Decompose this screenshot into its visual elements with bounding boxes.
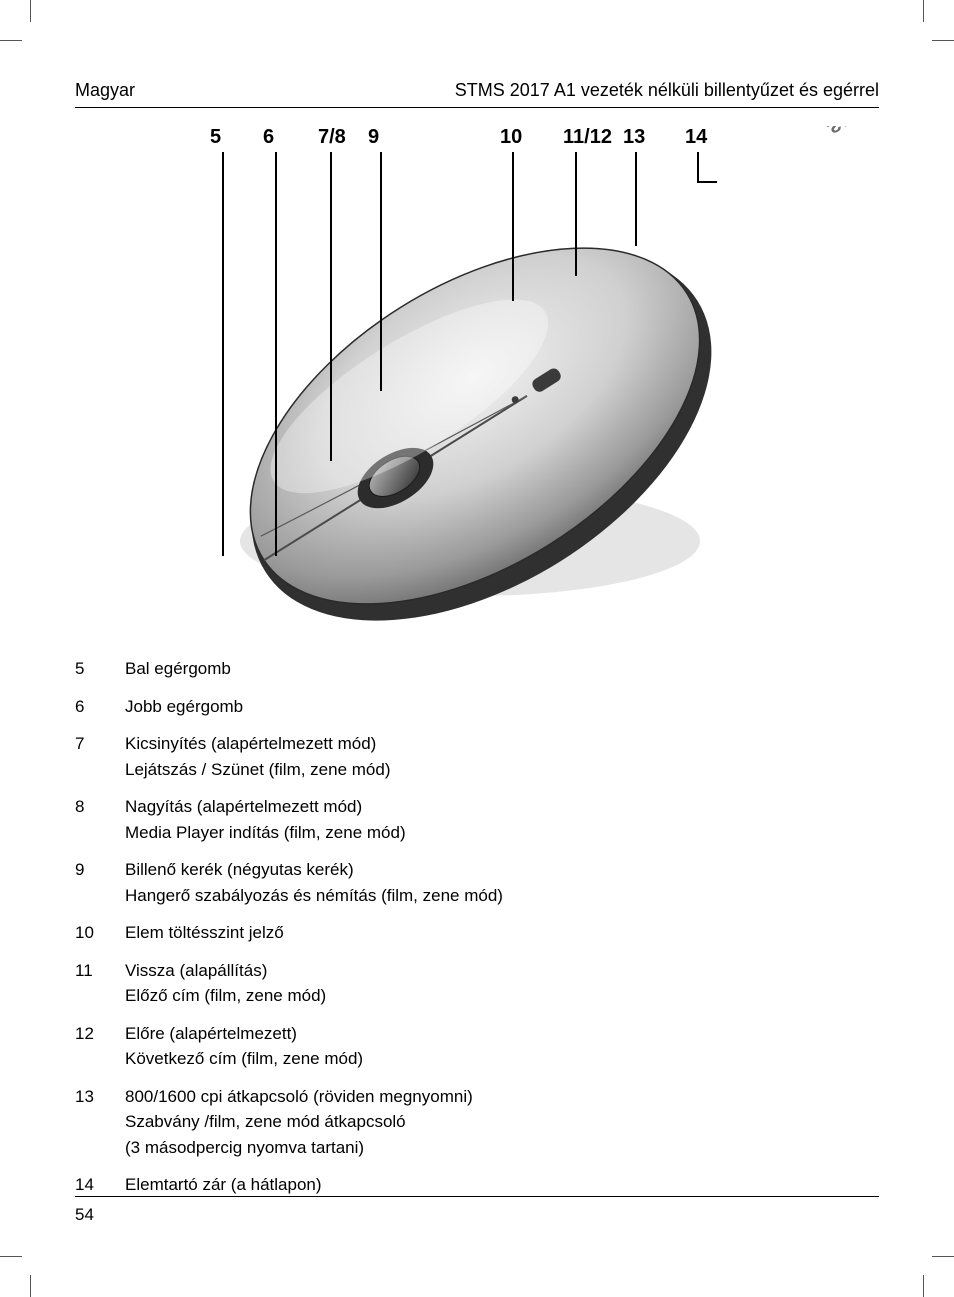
callout-label: 5 (210, 126, 221, 149)
callout-label: 7/8 (318, 126, 346, 149)
legend-line: Billenő kerék (négyutas kerék) (125, 857, 879, 883)
legend-row: 5Bal egérgomb (75, 656, 879, 682)
legend-list: 5Bal egérgomb6Jobb egérgomb7Kicsinyítés … (75, 656, 879, 1198)
legend-line: Jobb egérgomb (125, 694, 879, 720)
legend-row: 7Kicsinyítés (alapértelmezett mód)Lejáts… (75, 731, 879, 782)
legend-text: Billenő kerék (négyutas kerék)Hangerő sz… (125, 857, 879, 908)
legend-line: Előző cím (film, zene mód) (125, 983, 879, 1009)
mouse-illustration: SILVERCREST (75, 126, 879, 626)
legend-number: 14 (75, 1172, 125, 1198)
legend-row: 9Billenő kerék (négyutas kerék)Hangerő s… (75, 857, 879, 908)
legend-line: Nagyítás (alapértelmezett mód) (125, 794, 879, 820)
legend-row: 10Elem töltésszint jelző (75, 920, 879, 946)
legend-line: Hangerő szabályozás és némítás (film, ze… (125, 883, 879, 909)
callout-line (635, 152, 637, 246)
legend-line: Lejátszás / Szünet (film, zene mód) (125, 757, 879, 783)
callout-label: 14 (685, 126, 707, 149)
legend-line: Következő cím (film, zene mód) (125, 1046, 879, 1072)
page-number: 54 (75, 1205, 94, 1224)
callout-line (575, 152, 577, 276)
page-footer: 54 (75, 1196, 879, 1225)
legend-row: 12Előre (alapértelmezett)Következő cím (… (75, 1021, 879, 1072)
legend-number: 5 (75, 656, 125, 682)
legend-line: 800/1600 cpi átkapcsoló (röviden megnyom… (125, 1084, 879, 1110)
page-header: Magyar STMS 2017 A1 vezeték nélküli bill… (75, 80, 879, 108)
legend-number: 6 (75, 694, 125, 720)
legend-number: 10 (75, 920, 125, 946)
legend-text: Elem töltésszint jelző (125, 920, 879, 946)
legend-text: Nagyítás (alapértelmezett mód)Media Play… (125, 794, 879, 845)
legend-line: Előre (alapértelmezett) (125, 1021, 879, 1047)
legend-text: Jobb egérgomb (125, 694, 879, 720)
callout-line (697, 152, 699, 181)
legend-number: 11 (75, 958, 125, 1009)
callout-line (330, 152, 332, 461)
callout-label: 6 (263, 126, 274, 149)
legend-text: Bal egérgomb (125, 656, 879, 682)
legend-text: Vissza (alapállítás)Előző cím (film, zen… (125, 958, 879, 1009)
legend-number: 13 (75, 1084, 125, 1161)
manual-page: Magyar STMS 2017 A1 vezeték nélküli bill… (0, 0, 954, 1297)
legend-text: 800/1600 cpi átkapcsoló (röviden megnyom… (125, 1084, 879, 1161)
legend-text: Kicsinyítés (alapértelmezett mód)Lejátsz… (125, 731, 879, 782)
legend-row: 8Nagyítás (alapértelmezett mód)Media Pla… (75, 794, 879, 845)
legend-line: Elemtartó zár (a hátlapon) (125, 1172, 879, 1198)
product-title: STMS 2017 A1 vezeték nélküli billentyűze… (455, 80, 879, 101)
callout-label: 13 (623, 126, 645, 149)
legend-line: Szabvány /film, zene mód átkapcsoló (125, 1109, 879, 1135)
callout-label: 11/12 (563, 126, 612, 149)
legend-number: 12 (75, 1021, 125, 1072)
legend-line: Kicsinyítés (alapértelmezett mód) (125, 731, 879, 757)
callout-line (380, 152, 382, 391)
svg-text:SILVERCREST: SILVERCREST (823, 126, 879, 138)
callout-line (512, 152, 514, 301)
legend-number: 7 (75, 731, 125, 782)
legend-row: 14Elemtartó zár (a hátlapon) (75, 1172, 879, 1198)
legend-row: 13800/1600 cpi átkapcsoló (röviden megny… (75, 1084, 879, 1161)
legend-row: 11Vissza (alapállítás)Előző cím (film, z… (75, 958, 879, 1009)
legend-line: Bal egérgomb (125, 656, 879, 682)
callout-line (222, 152, 224, 556)
legend-line: Vissza (alapállítás) (125, 958, 879, 984)
legend-text: Előre (alapértelmezett)Következő cím (fi… (125, 1021, 879, 1072)
mouse-diagram: SILVERCREST 5 6 7/8 9 10 11/12 13 14 (75, 126, 879, 626)
legend-row: 6Jobb egérgomb (75, 694, 879, 720)
legend-number: 9 (75, 857, 125, 908)
callout-label: 9 (368, 126, 379, 149)
callout-line (275, 152, 277, 556)
legend-line: Elem töltésszint jelző (125, 920, 879, 946)
legend-line: Media Player indítás (film, zene mód) (125, 820, 879, 846)
callout-hook (697, 181, 717, 183)
legend-number: 8 (75, 794, 125, 845)
callout-label: 10 (500, 126, 522, 149)
language-label: Magyar (75, 80, 135, 101)
legend-line: (3 másodpercig nyomva tartani) (125, 1135, 879, 1161)
legend-text: Elemtartó zár (a hátlapon) (125, 1172, 879, 1198)
